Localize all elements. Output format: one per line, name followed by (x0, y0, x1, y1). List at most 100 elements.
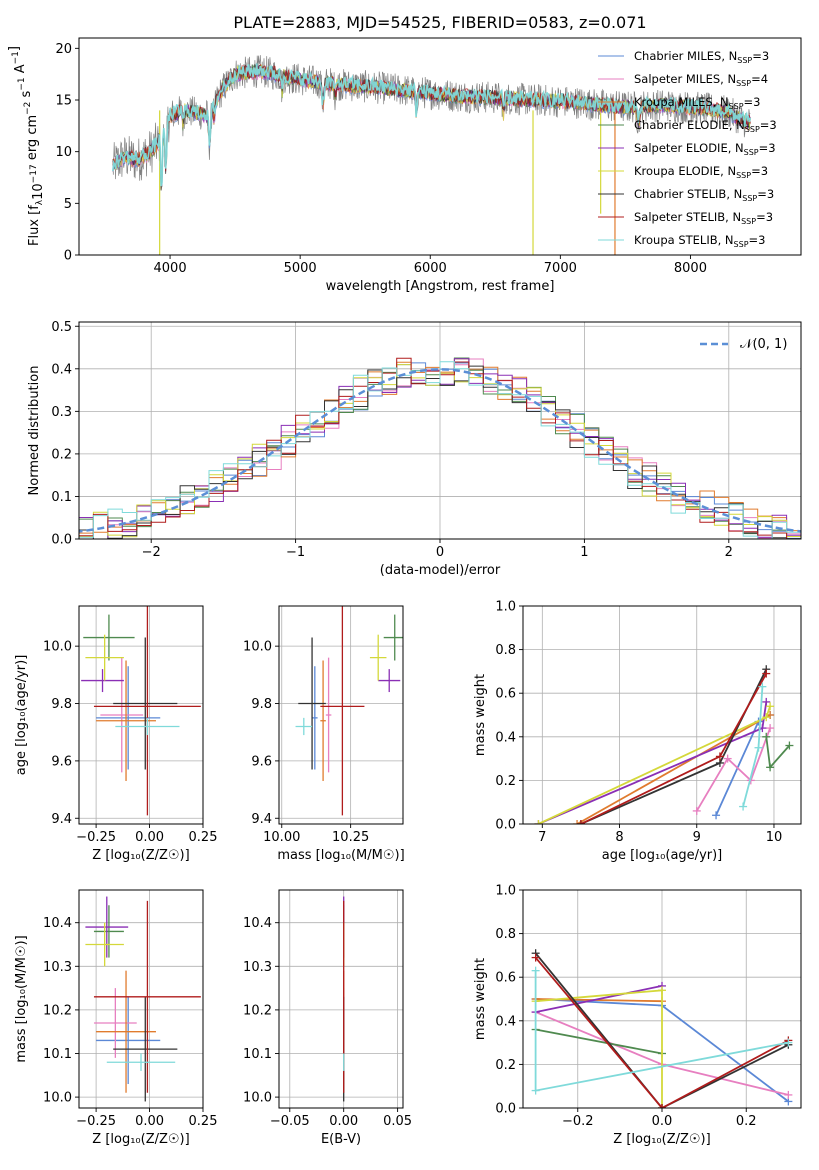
x-tick-label: 10 (766, 830, 783, 845)
y-tick-label: 10.2 (43, 1003, 72, 1018)
y-tick-label: 5 (64, 197, 72, 212)
x-tick-label: 8 (615, 830, 623, 845)
weight-line-sa_elodie (535, 985, 663, 1013)
axes-frame (78, 605, 204, 825)
x-tick-label: 10.25 (332, 830, 369, 845)
x-tick-label: 0.00 (135, 830, 164, 845)
weight-line-kr_miles (576, 714, 771, 824)
x-tick-label: −0.2 (562, 1114, 594, 1129)
y-tick-label: 0.3 (51, 405, 72, 420)
y-tick-label: 0.8 (495, 927, 516, 942)
y-tick-label: 10.4 (43, 916, 72, 931)
y-tick-label: 0 (64, 249, 72, 264)
x-tick-label: −1 (286, 545, 305, 560)
spectrum-plot-area (112, 55, 752, 255)
model-line-kr_stelib (112, 63, 752, 187)
y-tick-label: 10.3 (243, 960, 272, 975)
y-tick-label: 10.2 (243, 1003, 272, 1018)
x-tick-label: 7 (538, 830, 546, 845)
y-tick-label: 10 (55, 145, 72, 160)
x-tick-label: 0.00 (135, 1114, 164, 1129)
y-tick-label: 1.0 (495, 600, 516, 615)
x-tick-label: 5000 (284, 261, 317, 276)
y-tick-label: 0.4 (51, 362, 72, 377)
residuals-panel: −2 −1 0 1 2 0.0 0.1 0.2 0.3 0.4 0.5 (data-model)/er… (27, 320, 802, 578)
axes-frame (522, 605, 802, 825)
y-tick-label: 10.0 (243, 1091, 272, 1106)
x-axis-label: Z [log₁₀(Z/Z☉)] (92, 848, 189, 863)
legend-label: Chabrier ELODIE, NSSP=3 (634, 118, 777, 134)
mass-weight-vs-age-panel: 7 8 9 10 0.0 0.2 0.4 0.6 0.8 1.0 age [log₁₀(age/yr… (473, 600, 802, 863)
mass-weight-vs-z-plot-area (531, 949, 793, 1108)
x-tick-label: 2 (725, 545, 733, 560)
spectrum-panel: 4000 5000 6000 7000 8000 0 5 10 15 20 wavelength [… (7, 13, 802, 294)
mass-vs-z-plot-area (85, 896, 201, 1102)
legend: Chabrier MILES, NSSP=3 Salpeter MILES, NS… (598, 49, 777, 249)
y-tick-label: 10.1 (243, 1047, 272, 1062)
y-tick-label: 15 (55, 94, 72, 109)
x-axis-label: age [log₁₀(age/yr)] (602, 848, 723, 863)
y-tick-label: 0.4 (495, 730, 516, 745)
y-tick-label: 1.0 (495, 884, 516, 899)
weight-line-ch_stelib (534, 952, 789, 1108)
legend-label: 𝒩(0, 1) (740, 337, 787, 352)
y-tick-label: 10.0 (43, 1091, 72, 1106)
y-axis-label: Normed distribution (27, 366, 42, 496)
y-tick-label: 0.1 (51, 490, 72, 505)
y-tick-label: 0.2 (495, 774, 516, 789)
y-tick-label: 9.8 (51, 697, 72, 712)
legend-label: Salpeter MILES, NSSP=4 (634, 72, 768, 88)
weight-line-sa_stelib (534, 957, 789, 1108)
x-tick-label: 0.0 (652, 1114, 673, 1129)
axes-frame (522, 889, 802, 1109)
y-tick-label: 20 (55, 42, 72, 57)
y-tick-label: 9.4 (251, 812, 272, 827)
y-tick-label: 9.8 (251, 697, 272, 712)
y-tick-label: 10.0 (243, 640, 272, 655)
chart-title: PLATE=2883, MJD=54525, FIBERID=0583, z=0… (233, 13, 646, 32)
y-tick-label: 0.2 (495, 1058, 516, 1073)
x-tick-label: −0.25 (76, 830, 116, 845)
y-tick-label: 10.4 (243, 916, 272, 931)
residuals-plot-area (79, 357, 801, 539)
y-tick-label: 0.8 (495, 643, 516, 658)
histogram-kr_stelib (79, 361, 801, 539)
x-tick-label: 0.05 (383, 1114, 412, 1129)
axes-frame (278, 605, 404, 825)
y-tick-label: 0.5 (51, 320, 72, 335)
x-tick-label: −0.25 (76, 1114, 116, 1129)
weight-line-ch_elodie (535, 1028, 663, 1055)
x-axis-label: Z [log₁₀(Z/Z☉)] (92, 1132, 189, 1147)
x-axis-label: mass [log₁₀(M/M☉)] (277, 848, 404, 863)
legend-label: Kroupa STELIB, NSSP=3 (634, 233, 765, 249)
y-axis-label: age [log₁₀(age/yr)] (14, 655, 29, 776)
mass-vs-z-panel: −0.25 0.00 0.25 10.0 10.1 10.2 10.3 10.4 Z [log₁… (14, 889, 218, 1147)
weight-line-sa_miles (696, 727, 771, 812)
x-tick-label: 0.2 (736, 1114, 757, 1129)
legend-label: Salpeter STELIB, NSSP=3 (634, 210, 773, 226)
axes-frame (78, 321, 802, 540)
age-vs-z-plot-area (81, 606, 201, 816)
x-axis-label: E(B-V) (321, 1132, 361, 1147)
x-tick-label: 0.25 (189, 1114, 218, 1129)
y-tick-label: 0.6 (495, 971, 516, 986)
y-tick-label: 0.0 (51, 533, 72, 548)
x-tick-label: −0.05 (270, 1114, 310, 1129)
legend-label: Kroupa MILES, NSSP=3 (634, 95, 760, 111)
y-axis-label: mass [log₁₀(M/M☉)] (14, 935, 29, 1062)
x-tick-label: 0 (436, 545, 444, 560)
age-vs-z-panel: −0.25 0.00 0.25 9.4 9.6 9.8 10.0 Z [log₁₀(Z/Z☉)… (14, 605, 217, 863)
x-axis-label: wavelength [Angstrom, rest frame] (326, 279, 555, 294)
mass-weight-vs-z-panel: −0.2 0.0 0.2 0.0 0.2 0.4 0.6 0.8 1.0 Z [log₁₀(Z/Z… (473, 884, 802, 1147)
y-tick-label: 0.4 (495, 1014, 516, 1029)
mass-vs-ebv-panel: −0.05 0.00 0.05 10.0 10.1 10.2 10.3 10.4 E(B-V) (243, 889, 412, 1147)
age-vs-mass-panel: 10.00 10.25 9.4 9.6 9.8 10.0 mass [log₁₀(M/M☉)… (243, 605, 405, 863)
age-vs-mass-plot-area (295, 606, 403, 816)
x-tick-label: 0.00 (329, 1114, 358, 1129)
y-tick-label: 0.0 (495, 1102, 516, 1117)
x-tick-label: 1 (580, 545, 588, 560)
y-tick-label: 9.6 (251, 754, 272, 769)
y-axis-label: mass weight (473, 674, 488, 756)
axes-frame (78, 37, 802, 256)
